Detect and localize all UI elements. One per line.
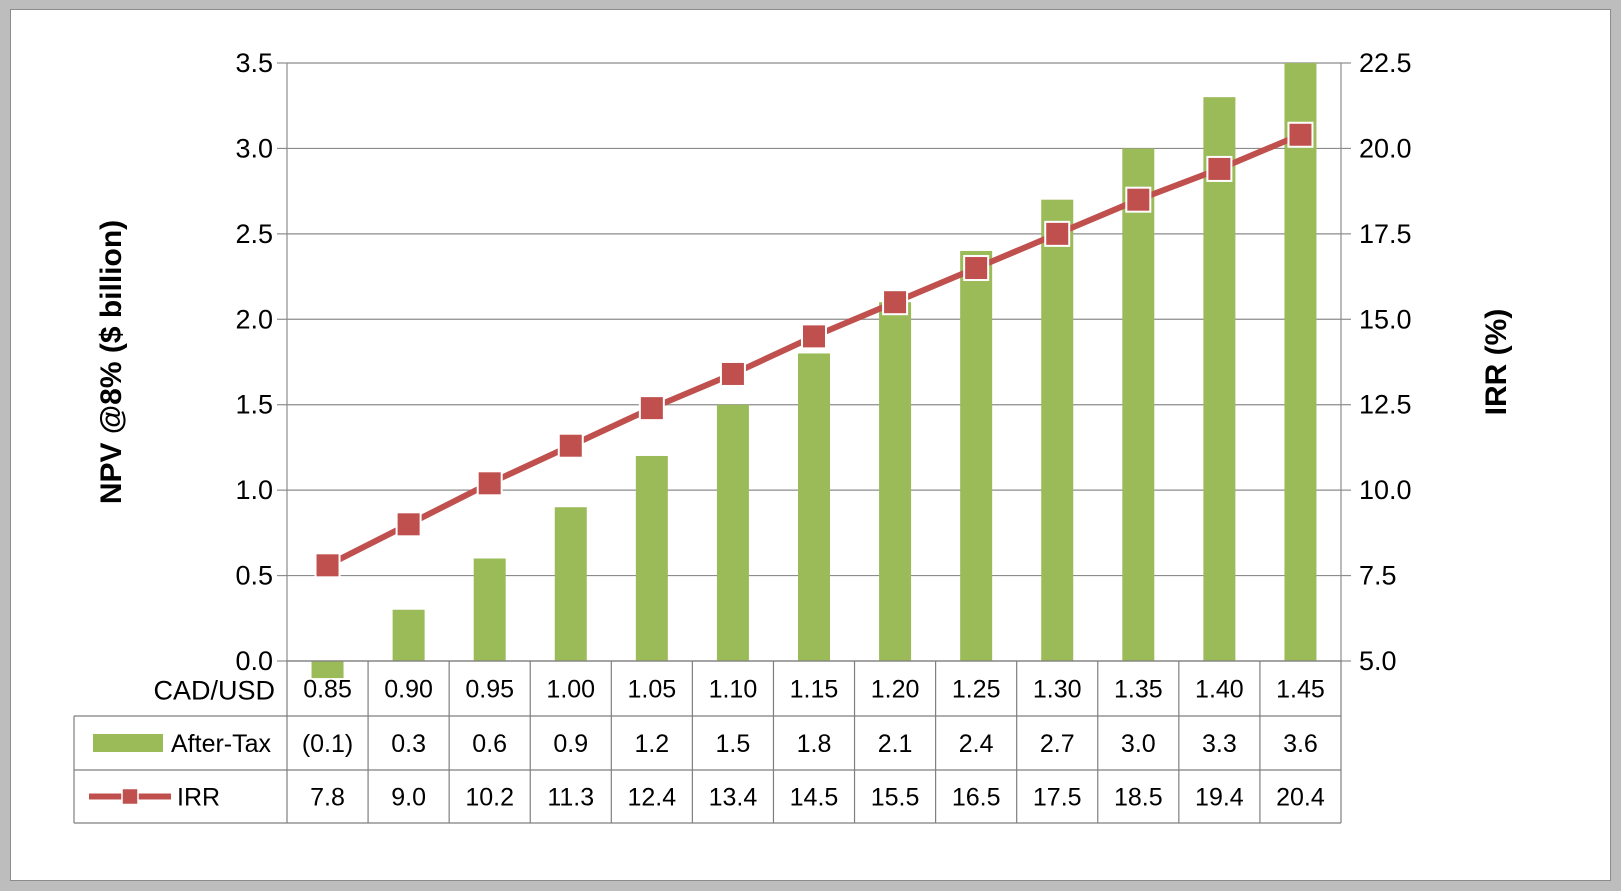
irr-marker: [1206, 155, 1233, 182]
x-category-label: 1.10: [709, 676, 758, 704]
irr-marker: [476, 470, 503, 497]
bar: [311, 661, 344, 679]
irr-value: 10.2: [465, 784, 514, 812]
axes: 0.0 0.5 1.0 1.5 2.0 2.5 3.0 3.5 5.0 7.5 10.0 12.5 15…: [235, 48, 1411, 676]
irr-marker: [882, 289, 909, 316]
irr-marker: [1125, 186, 1152, 213]
bar: [960, 250, 993, 661]
y2-tick-label: 5.0: [1359, 646, 1397, 676]
irr-marker: [314, 552, 341, 579]
irr-marker: [395, 511, 422, 538]
y2-tick-label: 22.5: [1359, 48, 1412, 78]
x-category-label: 1.40: [1195, 676, 1244, 704]
irr-value: 16.5: [952, 784, 1001, 812]
after-tax-value: 2.4: [959, 730, 994, 758]
irr-marker: [963, 255, 990, 282]
irr-value: 13.4: [709, 784, 758, 812]
bar: [392, 609, 425, 661]
y-tick-label: 0.5: [235, 561, 273, 591]
x-category-label: 0.95: [465, 676, 514, 704]
irr-value: 15.5: [871, 784, 920, 812]
irr-value: 7.8: [310, 784, 345, 812]
y2-tick-label: 15.0: [1359, 304, 1412, 334]
after-tax-value: 1.5: [716, 730, 751, 758]
data-table: CAD/USD 0.85 0.90 0.95 1.00 1.05 1.10 1.15 1.20 1…: [73, 660, 1342, 824]
irr-marker: [1044, 220, 1071, 247]
y2-tick-label: 10.0: [1359, 475, 1412, 505]
after-tax-value: 1.8: [797, 730, 832, 758]
bar: [879, 302, 912, 661]
y-tick-label: 1.5: [235, 390, 273, 420]
y2-tick-label: 17.5: [1359, 219, 1412, 249]
y-tick-label: 3.5: [235, 48, 273, 78]
irr-value: 14.5: [790, 784, 839, 812]
bar: [473, 558, 506, 661]
after-tax-legend-label: After-Tax: [171, 730, 272, 758]
bar: [1203, 97, 1236, 661]
bars: [311, 63, 1317, 679]
chart-area: 0.0 0.5 1.0 1.5 2.0 2.5 3.0 3.5 5.0 7.5 10.0 12.5 15…: [10, 9, 1611, 881]
irr-value: 20.4: [1276, 784, 1325, 812]
after-tax-value: 2.1: [878, 730, 913, 758]
irr-value: 12.4: [628, 784, 677, 812]
x-category-label: 1.00: [546, 676, 595, 704]
after-tax-value: 3.3: [1202, 730, 1237, 758]
after-tax-value: 0.9: [553, 730, 588, 758]
x-category-label: 1.30: [1033, 676, 1082, 704]
x-category-label: 0.90: [384, 676, 433, 704]
irr-legend-label: IRR: [177, 784, 220, 812]
after-tax-value: 1.2: [634, 730, 669, 758]
after-tax-value: 0.6: [472, 730, 507, 758]
irr-marker: [801, 323, 827, 350]
irr-value: 19.4: [1195, 784, 1244, 812]
irr-marker: [1287, 121, 1314, 148]
x-category-label: 0.85: [303, 676, 352, 704]
y-tick-label: 3.0: [235, 133, 273, 163]
x-category-label: 1.05: [628, 676, 677, 704]
irr-legend-marker: [121, 787, 139, 806]
y-tick-label: 1.0: [235, 475, 273, 505]
x-category-label: 1.45: [1276, 676, 1325, 704]
irr-marker: [719, 360, 746, 387]
bar: [716, 404, 749, 661]
irr-marker: [557, 432, 584, 459]
x-axis-title: CAD/USD: [153, 676, 275, 706]
after-tax-value: (0.1): [302, 730, 353, 758]
bar: [1284, 63, 1317, 661]
combo-chart: 0.0 0.5 1.0 1.5 2.0 2.5 3.0 3.5 5.0 7.5 10.0 12.5 15…: [73, 48, 1513, 824]
irr-value: 9.0: [391, 784, 426, 812]
x-category-label: 1.15: [790, 676, 839, 704]
bar: [798, 353, 830, 661]
x-category-label: 1.25: [952, 676, 1001, 704]
irr-marker: [638, 395, 665, 422]
y-axis-title: NPV @8% ($ billion): [95, 220, 128, 504]
irr-value: 11.3: [547, 784, 594, 812]
bar: [635, 455, 668, 661]
y2-axis-title: IRR (%): [1480, 309, 1513, 416]
bar: [554, 507, 587, 661]
after-tax-value: 2.7: [1040, 730, 1075, 758]
after-tax-value: 3.6: [1283, 730, 1318, 758]
bar: [1041, 199, 1074, 661]
y2-tick-label: 20.0: [1359, 133, 1412, 163]
y2-tick-label: 7.5: [1359, 561, 1397, 591]
after-tax-legend-swatch: [93, 734, 163, 752]
x-category-label: 1.20: [871, 676, 920, 704]
irr-line: [314, 121, 1314, 579]
x-category-label: 1.35: [1114, 676, 1163, 704]
y-tick-label: 2.0: [235, 304, 273, 334]
irr-value: 18.5: [1114, 784, 1163, 812]
bar: [1122, 148, 1155, 661]
after-tax-value: 0.3: [391, 730, 426, 758]
y-tick-label: 0.0: [235, 646, 273, 676]
irr-value: 17.5: [1033, 784, 1082, 812]
y-tick-label: 2.5: [235, 219, 273, 249]
y2-tick-label: 12.5: [1359, 390, 1412, 420]
after-tax-value: 3.0: [1121, 730, 1156, 758]
